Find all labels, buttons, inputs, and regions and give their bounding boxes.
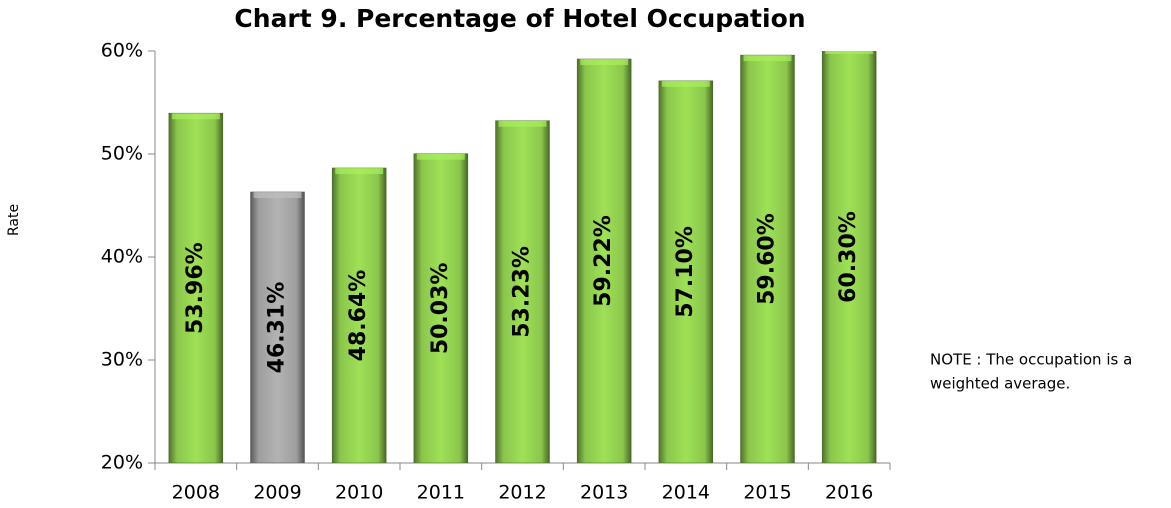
data-label: 50.03%	[428, 263, 453, 355]
y-tick-label: 40%	[101, 246, 143, 268]
bar-top-bevel	[743, 55, 792, 62]
bar	[331, 167, 387, 463]
bar-top-bevel	[498, 120, 547, 127]
data-label: 60.30%	[836, 211, 861, 303]
bar	[821, 51, 877, 463]
y-tick-label: 50%	[101, 143, 143, 165]
x-tick-label: 2010	[335, 482, 383, 504]
data-label: 48.64%	[346, 270, 371, 362]
data-label: 59.22%	[591, 215, 616, 307]
bar-top-bevel	[416, 153, 465, 160]
bar	[658, 80, 714, 463]
y-tick-label: 30%	[101, 349, 143, 371]
x-tick-label: 2015	[743, 482, 791, 504]
bar-top-bevel	[335, 168, 384, 175]
y-tick-label: 20%	[101, 452, 143, 474]
plot-area	[168, 51, 877, 463]
bar	[576, 58, 632, 463]
x-tick-label: 2013	[580, 482, 628, 504]
data-label: 57.10%	[673, 226, 698, 318]
data-label: 46.31%	[265, 282, 290, 374]
bar	[250, 191, 305, 463]
x-tick-label: 2011	[417, 482, 465, 504]
bar-top-bevel	[171, 113, 220, 120]
y-axis-label: Rate	[6, 204, 22, 236]
bar	[740, 54, 795, 463]
bar	[413, 153, 469, 463]
x-tick-label: 2012	[498, 482, 546, 504]
chart-title: Chart 9. Percentage of Hotel Occupation	[234, 4, 805, 33]
data-label: 59.60%	[755, 213, 780, 305]
bar-top-bevel	[580, 59, 629, 66]
note-line: NOTE : The occupation is a	[930, 351, 1132, 369]
y-tick-label: 60%	[101, 40, 143, 62]
note-line: weighted average.	[930, 375, 1070, 393]
x-tick-label: 2008	[172, 482, 220, 504]
data-label: 53.96%	[183, 242, 208, 334]
bar-top-bevel	[825, 51, 874, 54]
bar-top-bevel	[661, 80, 710, 87]
bar-top-bevel	[253, 192, 302, 199]
x-tick-label: 2014	[662, 482, 710, 504]
x-tick-label: 2016	[825, 482, 873, 504]
data-label: 53.23%	[510, 246, 535, 338]
bar	[168, 112, 224, 463]
x-tick-label: 2009	[253, 482, 301, 504]
